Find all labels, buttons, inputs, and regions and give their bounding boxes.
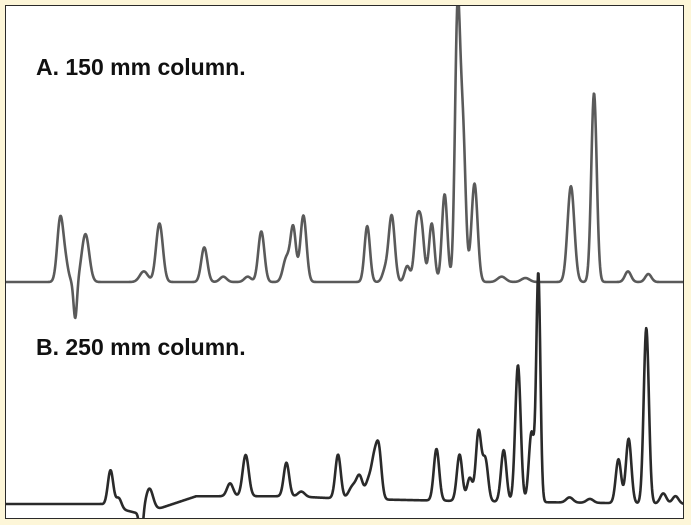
trace-a-peak-3 <box>73 316 77 320</box>
trace-a-peak-23 <box>461 108 465 112</box>
trace-b-peak-17 <box>468 476 472 480</box>
trace-b-peak-27 <box>627 437 631 441</box>
trace-a-peak-14 <box>365 224 369 228</box>
trace-a-peak-8 <box>221 275 225 279</box>
trace-a-peak-5 <box>142 269 146 273</box>
panel-b-label: B. 250 mm column. <box>36 334 246 360</box>
trace-a-peak-24 <box>473 182 477 186</box>
trace-b-peak-26 <box>616 457 620 461</box>
trace-b-peak-9 <box>336 453 340 457</box>
trace-b-peak-11 <box>358 473 362 477</box>
trace-b-peak-19 <box>483 455 487 459</box>
trace-b-peak-21 <box>516 363 520 367</box>
chromatogram-plot <box>6 6 683 518</box>
trace-b-peak-28 <box>644 326 648 330</box>
trace-a-peak-28 <box>592 91 596 95</box>
trace-b-peak-4 <box>147 487 151 491</box>
chromatogram-frame: A. 150 mm column. B. 250 mm column. <box>5 5 684 519</box>
panel-a-label: A. 150 mm column. <box>36 54 246 80</box>
trace-a-peak-9 <box>246 275 250 279</box>
trace-a-peak-21 <box>443 192 447 196</box>
trace-a <box>6 6 683 320</box>
trace-a-peak-25 <box>500 275 504 279</box>
trace-a-peak-30 <box>646 272 650 276</box>
trace-b-peak-6 <box>244 453 248 457</box>
trace-a-peak-16 <box>390 213 394 217</box>
trace-a-peak-13 <box>301 213 305 217</box>
trace-b-peak-7 <box>284 461 288 465</box>
trace-a-peak-19 <box>420 218 424 222</box>
trace-a-peak-15 <box>383 264 387 268</box>
trace-b-peak-13 <box>372 450 376 454</box>
trace-b-peak-12 <box>367 474 371 478</box>
trace-a-peak-20 <box>430 221 434 225</box>
trace-a-peak-26 <box>523 276 527 280</box>
trace-a-peak-29 <box>626 269 630 273</box>
trace-b-peak-20 <box>502 448 506 452</box>
trace-a-peak-17 <box>405 264 409 268</box>
trace-b-peak-15 <box>434 447 438 451</box>
trace-b-peak-29 <box>661 491 665 495</box>
trace-b-peak-5 <box>228 481 232 485</box>
trace-b-peak-30 <box>673 494 677 498</box>
trace-b-peak-2 <box>117 496 121 500</box>
trace-b-peak-23 <box>536 270 540 274</box>
trace-a-peak-4 <box>83 232 87 236</box>
trace-a-peak-7 <box>202 245 206 249</box>
trace-b-peak-8 <box>299 490 303 494</box>
trace-b-peak-16 <box>458 453 462 457</box>
trace-a-peak-1 <box>58 214 62 218</box>
trace-b-peak-10 <box>351 482 355 486</box>
trace-a-peak-6 <box>157 221 161 225</box>
trace-a-peak-12 <box>291 223 295 227</box>
trace-a-peak-27 <box>569 184 573 188</box>
trace-a-peak-11 <box>284 254 288 258</box>
trace-b <box>6 272 683 518</box>
trace-b-peak-14 <box>377 441 381 445</box>
trace-b-peak-25 <box>588 497 592 501</box>
trace-a-peak-18 <box>415 216 419 220</box>
trace-b-peak-18 <box>477 428 481 432</box>
trace-a-peak-10 <box>259 229 263 233</box>
trace-b-peak-24 <box>568 495 572 499</box>
trace-b-peak-1 <box>109 468 113 472</box>
trace-b-peak-22 <box>530 430 534 434</box>
trace-a-peak-2 <box>64 251 68 255</box>
